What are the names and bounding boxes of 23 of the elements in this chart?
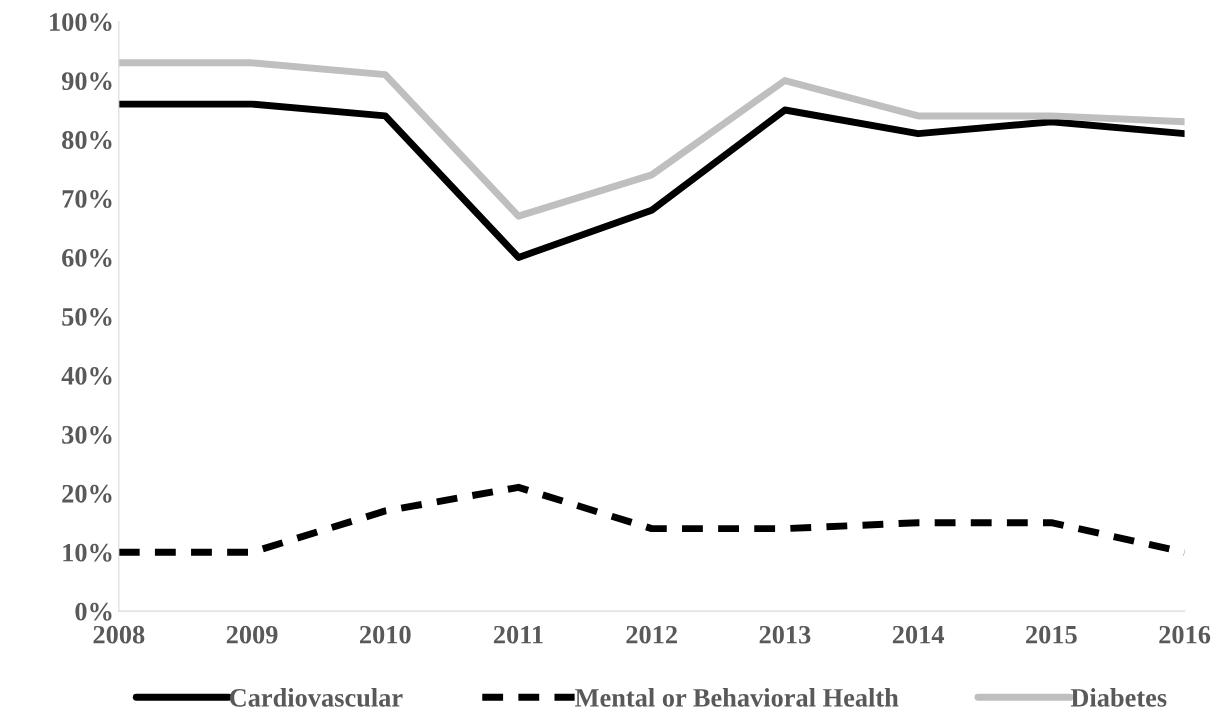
y-tick-label: 10% <box>63 543 112 562</box>
y-tick-label: 70% <box>62 190 112 208</box>
legend-label: Diabetes <box>1070 688 1167 707</box>
x-tick-label: 2013 <box>759 625 811 644</box>
x-tick-label: 2015 <box>1026 625 1077 644</box>
y-tick-label: 60% <box>62 249 112 267</box>
y-tick-label: 30% <box>62 425 112 444</box>
y-tick-label: 0% <box>75 602 112 621</box>
x-tick-label: 2016 <box>1159 625 1211 644</box>
y-tick-label: 50% <box>62 307 112 326</box>
x-tick-label: 2008 <box>93 625 145 644</box>
y-tick-label: 90% <box>61 72 112 91</box>
legend-label: Mental or Behavioral Health <box>575 688 899 707</box>
x-tick-label: 2010 <box>359 625 411 644</box>
legend-label: Cardiovascular <box>229 688 403 707</box>
x-tick-label: 2009 <box>226 625 278 644</box>
y-tick-label: 100% <box>50 13 112 32</box>
y-tick-label: 40% <box>61 366 112 385</box>
y-tick-label: 80% <box>62 131 112 149</box>
y-tick-label: 20% <box>62 484 112 503</box>
x-tick-label: 2014 <box>892 625 945 644</box>
x-tick-label: 2011 <box>493 625 543 644</box>
x-tick-label: 2012 <box>626 625 677 644</box>
